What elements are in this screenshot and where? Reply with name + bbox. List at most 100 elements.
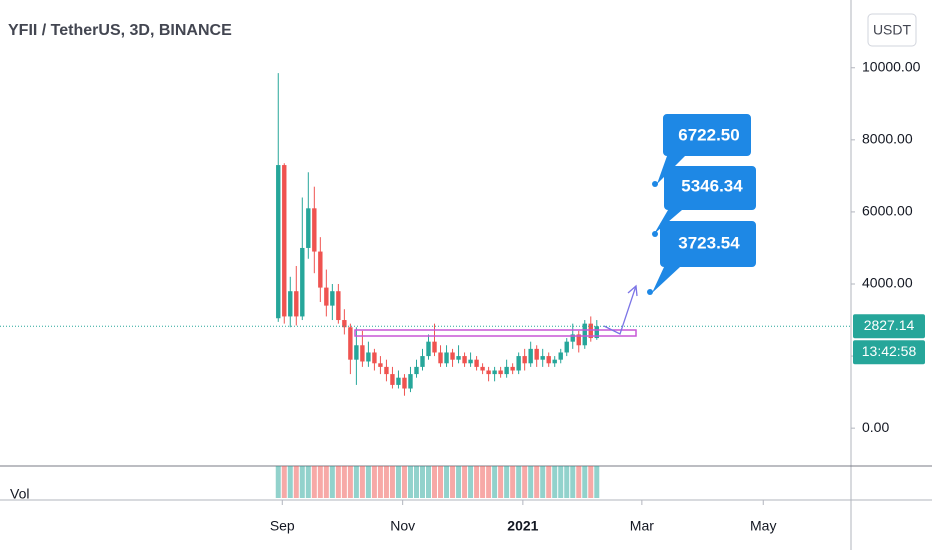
candle-body — [480, 366, 485, 371]
volume-bar — [438, 466, 444, 498]
volume-bar — [329, 466, 335, 498]
volume-bar — [480, 466, 486, 498]
candle-body — [516, 356, 521, 371]
candle-body — [444, 352, 449, 364]
last-price-label: 2827.14 — [864, 317, 915, 333]
countdown-label: 13:42:58 — [862, 343, 917, 359]
candle-body — [474, 359, 479, 367]
candle-body — [438, 352, 443, 364]
candle-body — [414, 366, 419, 375]
candle-body — [432, 341, 437, 353]
candle-body — [366, 352, 371, 362]
volume-bar — [299, 466, 305, 498]
volume-bar — [413, 466, 419, 498]
callout-text: 5346.34 — [681, 176, 743, 195]
candle-body — [594, 326, 599, 339]
candle-body — [384, 366, 389, 375]
candle-body — [570, 334, 575, 342]
candle-body — [534, 348, 539, 360]
volume-bar — [528, 466, 534, 498]
candle-body — [552, 359, 557, 364]
y-tick-label: 8000.00 — [862, 131, 913, 147]
candle-body — [312, 208, 317, 252]
volume-bar — [492, 466, 498, 498]
volume-bar — [323, 466, 329, 498]
volume-bar — [426, 466, 432, 498]
callout-dot — [652, 231, 658, 237]
candle-body — [498, 370, 503, 375]
volume-bar — [293, 466, 299, 498]
volume-bar — [546, 466, 552, 498]
countdown-tag — [853, 340, 925, 365]
last-price-tag — [853, 314, 925, 339]
volume-bar — [540, 466, 546, 498]
volume-bar — [570, 466, 576, 498]
y-tick-label: 4000.00 — [862, 275, 913, 291]
volume-bar — [552, 466, 558, 498]
volume-bar — [444, 466, 450, 498]
currency-label: USDT — [873, 22, 912, 38]
volume-bar — [486, 466, 492, 498]
volume-bar — [419, 466, 425, 498]
volume-bar — [510, 466, 516, 498]
candle-body — [402, 377, 407, 389]
y-tick-label: 6000.00 — [862, 203, 913, 219]
candle-body — [576, 334, 581, 346]
candle-body — [408, 374, 413, 389]
candle-body — [492, 370, 497, 375]
candle-body — [540, 356, 545, 360]
projection-arrow — [603, 285, 637, 335]
volume-bar — [401, 466, 407, 498]
volume-bar — [534, 466, 540, 498]
candle-body — [282, 165, 287, 317]
callout — [657, 114, 751, 184]
volume-bar — [395, 466, 401, 498]
volume-bar — [407, 466, 413, 498]
candle-body — [324, 287, 329, 306]
callouts: 6722.50 5346.34 3723.54 — [647, 114, 756, 295]
callout-text: 3723.54 — [678, 233, 740, 252]
candle-body — [462, 356, 467, 364]
candle-body — [582, 323, 587, 346]
volume-bar — [498, 466, 504, 498]
candle-body — [486, 370, 491, 375]
candle-body — [390, 374, 395, 385]
volume-bar — [383, 466, 389, 498]
candles — [275, 73, 600, 498]
candle-body — [450, 352, 455, 360]
volume-bar — [432, 466, 438, 498]
volume-bar — [317, 466, 323, 498]
candle-body — [348, 327, 353, 360]
volume-bar — [462, 466, 468, 498]
x-tick-label: May — [750, 518, 776, 534]
volume-bar — [311, 466, 317, 498]
arrow-head — [627, 284, 638, 297]
volume-bar — [335, 466, 341, 498]
candle-body — [564, 341, 569, 353]
volume-label: Vol — [10, 486, 29, 502]
volume-bar — [558, 466, 564, 498]
candle-body — [456, 356, 461, 360]
candle-body — [342, 320, 347, 328]
volume-bar — [474, 466, 480, 498]
callout-text: 6722.50 — [678, 125, 739, 144]
candle-body — [588, 323, 593, 339]
x-tick-label: 2021 — [507, 518, 538, 534]
volume-bar — [275, 466, 281, 498]
currency-button[interactable] — [867, 13, 917, 47]
candle-body — [558, 352, 563, 360]
callout-dot — [652, 181, 658, 187]
volume-bar — [371, 466, 377, 498]
volume-bar — [353, 466, 359, 498]
volume-bar — [377, 466, 383, 498]
x-tick-label: Mar — [630, 518, 654, 534]
volume-bar — [516, 466, 522, 498]
volume-bar — [365, 466, 371, 498]
candle-body — [468, 359, 473, 364]
candle-body — [420, 356, 425, 367]
chart-title: YFII / TetherUS, 3D, BINANCE — [8, 22, 232, 39]
candle-body — [354, 345, 359, 360]
volume-bar — [287, 466, 293, 498]
volume-bar — [341, 466, 347, 498]
